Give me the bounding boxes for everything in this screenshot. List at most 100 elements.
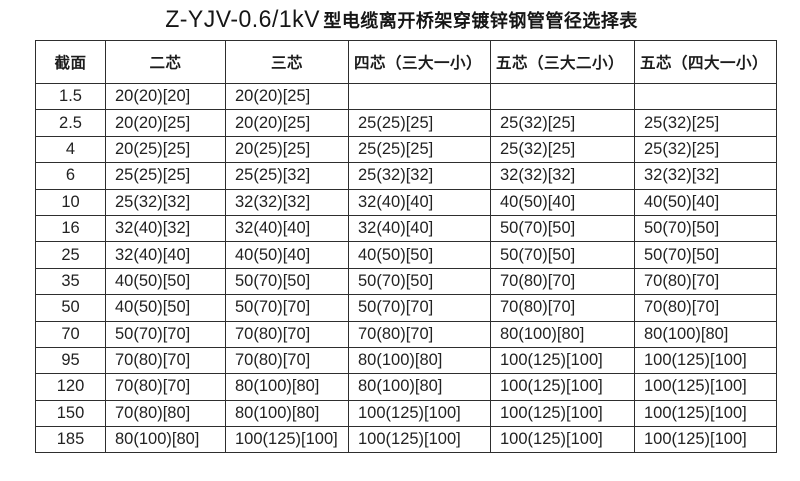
row-section-value: 1.5 (35, 82, 106, 111)
title-model-code: Z-YJV-0.6/1kV (165, 6, 321, 33)
pipe-size-cell: 40(50)[50] (105, 294, 226, 322)
pipe-size-cell: 20(25)[25] (105, 135, 226, 164)
header-row: 截面 二芯 三芯 四芯（三大一小） 五芯（三大二小） 五芯（四大一小） (35, 40, 777, 84)
row-section-value: 10 (35, 188, 106, 216)
column-header: 五芯（四大一小） (634, 40, 777, 84)
table-row: 150 70(80)[80] 80(100)[80] 100(125)[100] 100… (35, 399, 777, 428)
table-row: 120 70(80)[70] 80(100)[80] 80(100)[80] 100(1… (35, 373, 777, 401)
pipe-size-cell: 80(100)[80] (490, 320, 635, 348)
pipe-size-cell: 25(32)[25] (634, 109, 777, 137)
pipe-size-cell: 20(20)[25] (225, 82, 349, 111)
table-row: 1.5 20(20)[20] 20(20)[25] (35, 82, 777, 111)
table-row: 4 20(25)[25] 20(25)[25] 25(25)[25] 25(32)[25… (35, 135, 777, 164)
column-header: 截面 (35, 40, 106, 84)
pipe-size-cell: 100(125)[100] (634, 373, 777, 401)
pipe-size-cell: 32(40)[40] (105, 241, 226, 269)
pipe-size-cell: 25(32)[25] (490, 135, 635, 164)
pipe-size-cell: 32(32)[32] (490, 162, 635, 190)
pipe-size-cell: 25(32)[32] (348, 162, 491, 190)
pipe-size-cell: 25(25)[25] (105, 162, 226, 190)
column-header: 五芯（三大二小） (490, 40, 635, 84)
pipe-size-cell: 20(20)[20] (105, 82, 226, 111)
pipe-size-cell: 20(20)[25] (105, 109, 226, 137)
table-row: 10 25(32)[32] 32(32)[32] 32(40)[40] 40(50)[4… (35, 188, 777, 216)
pipe-size-cell: 50(70)[50] (348, 267, 491, 296)
pipe-size-cell: 80(100)[80] (634, 320, 777, 348)
row-section-value: 185 (35, 426, 106, 454)
pipe-size-cell: 70(80)[70] (634, 267, 777, 296)
pipe-size-cell: 40(50)[40] (490, 188, 635, 216)
table-row: 16 32(40)[32] 32(40)[40] 32(40)[40] 50(70)[5… (35, 214, 777, 243)
pipe-size-cell: 50(70)[50] (634, 241, 777, 269)
pipe-size-cell: 20(20)[25] (225, 109, 349, 137)
table-row: 70 50(70)[70] 70(80)[70] 70(80)[70] 80(100)[… (35, 320, 777, 348)
pipe-size-cell: 100(125)[100] (490, 346, 635, 375)
pipe-size-cell: 40(50)[40] (225, 241, 349, 269)
pipe-size-cell: 70(80)[80] (105, 399, 226, 428)
row-section-value: 25 (35, 241, 106, 269)
pipe-size-cell: 80(100)[80] (225, 373, 349, 401)
pipe-size-cell: 20(25)[25] (225, 135, 349, 164)
table-row: 35 40(50)[50] 50(70)[50] 50(70)[50] 70(80)[7… (35, 267, 777, 296)
pipe-size-cell: 80(100)[80] (225, 399, 349, 428)
table-row: 50 40(50)[50] 50(70)[70] 50(70)[70] 70(80)[7… (35, 294, 777, 322)
column-header: 二芯 (105, 40, 226, 84)
table-row: 95 70(80)[70] 70(80)[70] 80(100)[80] 100(125… (35, 346, 777, 375)
pipe-size-cell: 70(80)[70] (490, 294, 635, 322)
row-section-value: 50 (35, 294, 106, 322)
pipe-size-cell: 50(70)[50] (225, 267, 349, 296)
table-row: 25 32(40)[40] 40(50)[40] 40(50)[50] 50(70)[5… (35, 241, 777, 269)
pipe-size-cell: 70(80)[70] (225, 320, 349, 348)
pipe-size-cell: 80(100)[80] (348, 373, 491, 401)
pipe-size-cell: 50(70)[50] (634, 214, 777, 243)
pipe-size-cell: 100(125)[100] (490, 399, 635, 428)
column-header: 四芯（三大一小） (348, 40, 491, 84)
pipe-size-cell: 25(32)[25] (634, 135, 777, 164)
pipe-size-cell: 100(125)[100] (634, 399, 777, 428)
pipe-size-cell: 50(70)[70] (225, 294, 349, 322)
pipe-size-cell: 32(40)[40] (348, 188, 491, 216)
pipe-size-cell: 32(32)[32] (225, 188, 349, 216)
row-section-value: 16 (35, 214, 106, 243)
row-section-value: 95 (35, 346, 106, 375)
pipe-size-cell: 100(125)[100] (225, 426, 349, 454)
pipe-size-cell (634, 82, 777, 111)
pipe-size-cell: 70(80)[70] (490, 267, 635, 296)
column-header: 三芯 (225, 40, 349, 84)
conduit-selection-table: 截面 二芯 三芯 四芯（三大一小） 五芯（三大二小） 五芯（四大一小） 1.5 20(20)… (35, 40, 777, 454)
pipe-size-cell: 50(70)[50] (490, 241, 635, 269)
pipe-size-cell: 32(40)[40] (348, 214, 491, 243)
pipe-size-cell: 32(32)[32] (634, 162, 777, 190)
pipe-size-cell: 40(50)[40] (634, 188, 777, 216)
pipe-size-cell: 25(25)[25] (348, 135, 491, 164)
pipe-size-cell: 25(25)[32] (225, 162, 349, 190)
page-title: Z-YJV-0.6/1kV 型电缆离开桥架穿镀锌钢管管径选择表 (0, 6, 800, 34)
row-section-value: 150 (35, 399, 106, 428)
pipe-size-cell: 80(100)[80] (105, 426, 226, 454)
pipe-size-cell: 70(80)[70] (634, 294, 777, 322)
pipe-size-cell: 70(80)[70] (105, 373, 226, 401)
row-section-value: 70 (35, 320, 106, 348)
conduit-selection-table-wrap: 截面 二芯 三芯 四芯（三大一小） 五芯（三大二小） 五芯（四大一小） 1.5 20(20)… (35, 40, 777, 454)
pipe-size-cell (490, 82, 635, 111)
row-section-value: 6 (35, 162, 106, 190)
pipe-size-cell: 100(125)[100] (634, 426, 777, 454)
table-row: 185 80(100)[80] 100(125)[100] 100(125)[100]… (35, 426, 777, 454)
pipe-size-cell: 70(80)[70] (348, 320, 491, 348)
pipe-size-cell: 50(70)[50] (490, 214, 635, 243)
pipe-size-cell: 25(32)[25] (490, 109, 635, 137)
title-description: 型电缆离开桥架穿镀锌钢管管径选择表 (323, 11, 638, 31)
pipe-size-cell: 100(125)[100] (348, 399, 491, 428)
row-section-value: 4 (35, 135, 106, 164)
pipe-size-cell: 70(80)[70] (105, 346, 226, 375)
pipe-size-cell: 100(125)[100] (348, 426, 491, 454)
pipe-size-cell: 40(50)[50] (348, 241, 491, 269)
pipe-size-cell: 50(70)[70] (105, 320, 226, 348)
pipe-size-cell: 70(80)[70] (225, 346, 349, 375)
table-body: 1.5 20(20)[20] 20(20)[25] 2.5 20(20)[25] 20(2… (35, 82, 777, 454)
row-section-value: 35 (35, 267, 106, 296)
pipe-size-cell (348, 82, 491, 111)
pipe-size-cell: 80(100)[80] (348, 346, 491, 375)
pipe-size-cell: 32(40)[40] (225, 214, 349, 243)
table-row: 2.5 20(20)[25] 20(20)[25] 25(25)[25] 25(32)[… (35, 109, 777, 137)
